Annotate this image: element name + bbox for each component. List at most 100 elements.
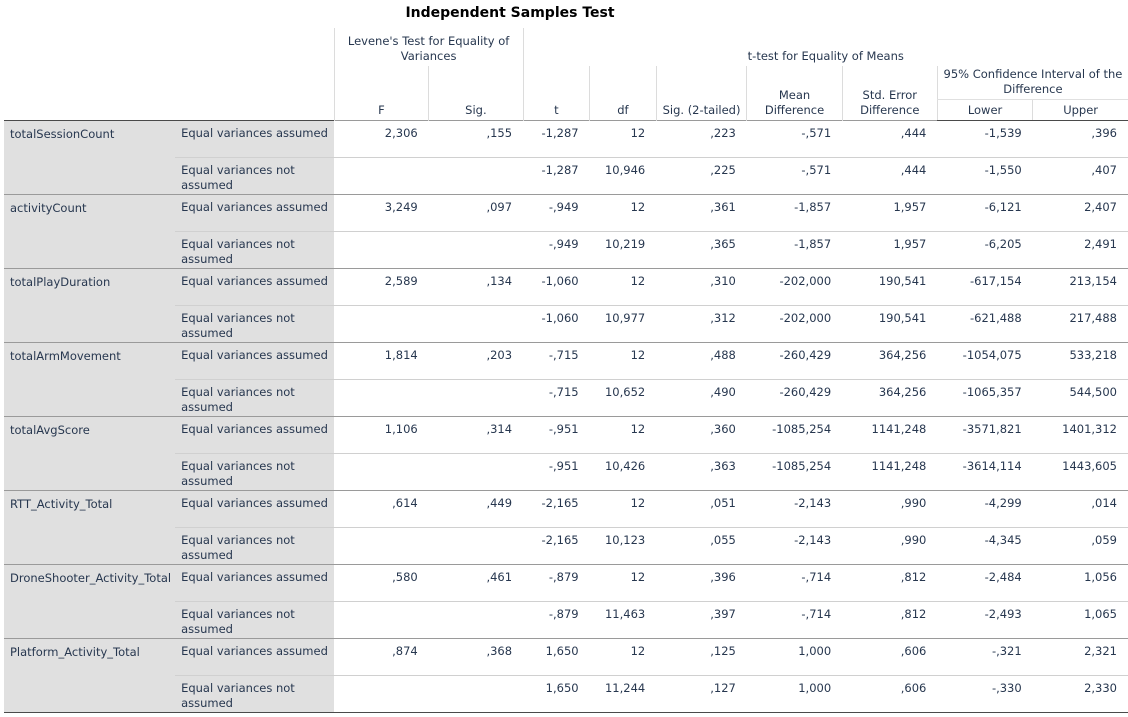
cell-df: 10,946 (589, 156, 657, 194)
row-label: Equal variances not assumed (175, 156, 335, 194)
cell-sig (428, 230, 524, 268)
cell-F: ,614 (334, 489, 429, 527)
variable-name: RTT_Activity_Total (4, 489, 176, 564)
row-label: Equal variances assumed (175, 637, 335, 675)
cell-md: -,571 (746, 119, 843, 157)
cell-sig2: ,312 (656, 304, 747, 342)
cell-sig2: ,310 (656, 267, 747, 305)
table-row: Equal variances not assumed -,951 10,426,3… (4, 452, 1128, 490)
table-row: totalArmMovement Equal variances assumed 1… (4, 341, 1128, 416)
cell-F (334, 230, 429, 268)
cell-se: ,812 (842, 563, 938, 601)
cell-upper: 2,330 (1032, 674, 1128, 713)
cell-df: 10,426 (589, 452, 657, 490)
cell-se: 1,957 (842, 193, 938, 231)
cell-sig (428, 600, 524, 638)
cell-t: 1,650 (523, 637, 590, 675)
cell-upper: ,407 (1032, 156, 1128, 194)
cell-t: 1,650 (523, 674, 590, 713)
table-row: Equal variances not assumed -1,060 10,977,… (4, 304, 1128, 342)
cell-df: 10,977 (589, 304, 657, 342)
row-label: Equal variances assumed (175, 489, 335, 527)
table-row: Equal variances not assumed -,949 10,219,3… (4, 230, 1128, 268)
cell-upper: 2,407 (1032, 193, 1128, 231)
variable-name: DroneShooter_Activity_Total (4, 563, 176, 638)
row-label: Equal variances assumed (175, 193, 335, 231)
col-t-header: t (522, 66, 590, 120)
cell-md: -202,000 (746, 304, 843, 342)
cell-sig2: ,225 (656, 156, 747, 194)
cell-se: 1141,248 (842, 452, 938, 490)
cell-df: 12 (589, 489, 657, 527)
cell-F: 2,589 (334, 267, 429, 305)
cell-lower: -1,550 (937, 156, 1033, 194)
independent-samples-test-table: Levene's Test for Equality of Variances … (4, 28, 1128, 713)
cell-md: 1,000 (746, 674, 843, 713)
cell-md: -202,000 (746, 267, 843, 305)
cell-t: -,879 (523, 600, 590, 638)
cell-sig: ,461 (428, 563, 524, 601)
cell-lower: -2,484 (937, 563, 1033, 601)
levene-header: Levene's Test for Equality of Variances (333, 28, 524, 66)
cell-upper: 213,154 (1032, 267, 1128, 305)
cell-upper: 533,218 (1032, 341, 1128, 379)
table-row: totalSessionCount Equal variances assumed… (4, 119, 1128, 194)
cell-upper: ,059 (1032, 526, 1128, 564)
cell-lower: -3614,114 (937, 452, 1033, 490)
cell-sig (428, 156, 524, 194)
variable-name: Platform_Activity_Total (4, 637, 176, 713)
cell-upper: 1,065 (1032, 600, 1128, 638)
cell-lower: -6,121 (937, 193, 1033, 231)
ttest-header: t-test for Equality of Means (522, 28, 1128, 66)
cell-se: 1,957 (842, 230, 938, 268)
row-label: Equal variances not assumed (175, 526, 335, 564)
table-row: Equal variances not assumed -1,287 10,946,… (4, 156, 1128, 194)
cell-lower: -4,299 (937, 489, 1033, 527)
cell-lower: -1,539 (937, 119, 1033, 157)
variable-name: totalPlayDuration (4, 267, 176, 342)
row-label: Equal variances assumed (175, 341, 335, 379)
cell-md: -1085,254 (746, 452, 843, 490)
cell-lower: -621,488 (937, 304, 1033, 342)
cell-upper: 217,488 (1032, 304, 1128, 342)
cell-t: -,879 (523, 563, 590, 601)
cell-F: ,580 (334, 563, 429, 601)
cell-df: 12 (589, 119, 657, 157)
cell-se: ,444 (842, 119, 938, 157)
cell-t: -1,060 (523, 267, 590, 305)
cell-F (334, 600, 429, 638)
cell-sig2: ,125 (656, 637, 747, 675)
cell-F (334, 452, 429, 490)
table-row: Equal variances not assumed -2,165 10,123,… (4, 526, 1128, 564)
ci-header: 95% Confidence Interval of the Differenc… (936, 66, 1128, 100)
cell-sig2: ,223 (656, 119, 747, 157)
cell-F (334, 526, 429, 564)
cell-md: -260,429 (746, 341, 843, 379)
cell-lower: -617,154 (937, 267, 1033, 305)
cell-se: ,444 (842, 156, 938, 194)
cell-t: -,949 (523, 230, 590, 268)
table-row: DroneShooter_Activity_Total Equal varianc… (4, 563, 1128, 638)
table-row: Equal variances not assumed 1,650 11,244,1… (4, 674, 1128, 713)
cell-df: 12 (589, 415, 657, 453)
cell-F (334, 674, 429, 713)
cell-df: 10,123 (589, 526, 657, 564)
cell-df: 11,463 (589, 600, 657, 638)
cell-F: 2,306 (334, 119, 429, 157)
variable-name: activityCount (4, 193, 176, 268)
cell-df: 10,219 (589, 230, 657, 268)
cell-sig2: ,051 (656, 489, 747, 527)
variable-name: totalArmMovement (4, 341, 176, 416)
cell-lower: -3571,821 (937, 415, 1033, 453)
row-label: Equal variances not assumed (175, 304, 335, 342)
col-sig2-header: Sig. (2-tailed) (655, 66, 747, 120)
cell-lower: -2,493 (937, 600, 1033, 638)
row-label: Equal variances not assumed (175, 600, 335, 638)
cell-se: ,990 (842, 526, 938, 564)
col-lower-header: Lower (936, 99, 1033, 121)
cell-df: 12 (589, 563, 657, 601)
cell-t: -2,165 (523, 526, 590, 564)
cell-sig (428, 452, 524, 490)
cell-lower: -1054,075 (937, 341, 1033, 379)
cell-se: ,606 (842, 637, 938, 675)
